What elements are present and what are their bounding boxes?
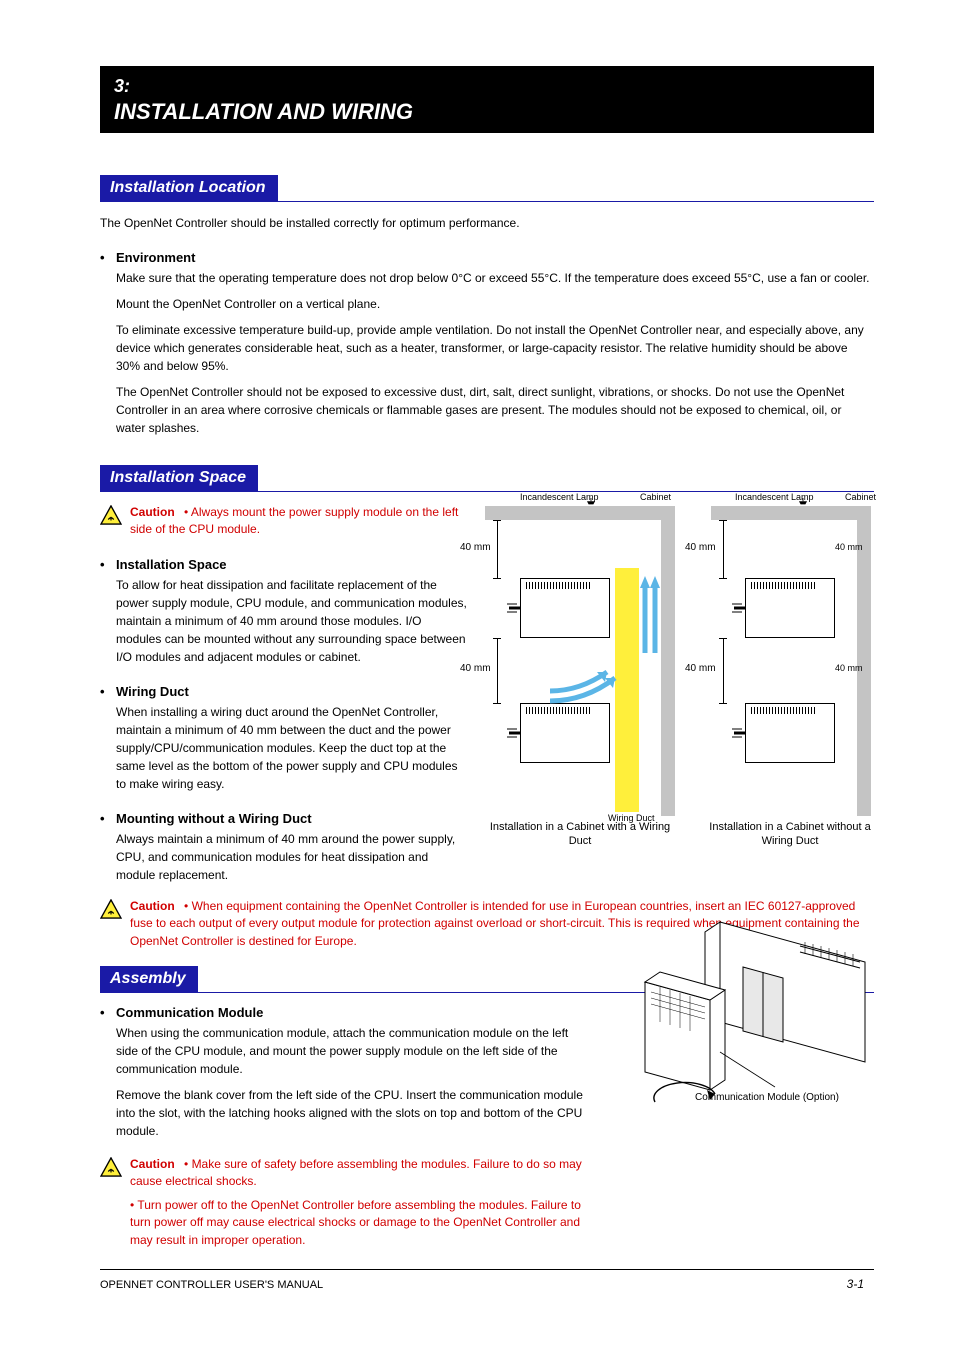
- bullet-icon: •: [100, 557, 116, 572]
- para: The OpenNet Controller should be install…: [100, 214, 874, 232]
- sub-heading-label: Communication Module: [116, 1005, 263, 1020]
- bullet-icon: •: [100, 1005, 116, 1020]
- sub-heading: • Mounting without a Wiring Duct: [100, 811, 470, 826]
- warning-icon: [100, 899, 122, 919]
- sub-heading: • Wiring Duct: [100, 684, 470, 699]
- section-header: Installation Space: [100, 465, 874, 492]
- bullet-icon: •: [100, 811, 116, 826]
- caution-label: Caution: [130, 1157, 175, 1171]
- divider: [100, 1269, 874, 1270]
- installation-space-diagram: 40 mm 40 mm 40 mm 40 mm 40 mm 40 mm Inst…: [485, 498, 885, 848]
- diagram-label: Communication Module (Option): [695, 1092, 875, 1103]
- section-title: Installation Space: [100, 465, 258, 491]
- left-column: • Communication Module When using the co…: [100, 1005, 590, 1140]
- para: The OpenNet Controller should not be exp…: [116, 383, 874, 437]
- diagram-label: Cabinet: [845, 492, 876, 502]
- caution-text: Caution • Make sure of safety before ass…: [130, 1156, 600, 1249]
- dim-label: 40 mm: [835, 542, 863, 552]
- diagram-label: Cabinet: [640, 492, 671, 502]
- para: Remove the blank cover from the left sid…: [116, 1086, 590, 1140]
- caution-label: Caution: [130, 505, 175, 519]
- chapter-title: INSTALLATION AND WIRING: [114, 99, 860, 125]
- sub-heading: • Installation Space: [100, 557, 470, 572]
- sub-heading-label: Environment: [116, 250, 195, 265]
- airflow-arrow-icon: [640, 568, 660, 658]
- bullet-icon: •: [100, 684, 116, 699]
- caution-body: Always mount the power supply module on …: [130, 505, 458, 536]
- left-column: • Installation Space To allow for heat d…: [100, 557, 470, 884]
- diagram-label: Wiring Duct: [608, 813, 655, 823]
- diagram-label: Incandescent Lamp: [520, 492, 599, 502]
- sub-heading-label: Mounting without a Wiring Duct: [116, 811, 312, 826]
- footer-right: 3-1: [847, 1277, 864, 1291]
- para: Mount the OpenNet Controller on a vertic…: [116, 295, 874, 313]
- caution-body: Turn power off to the OpenNet Controller…: [130, 1198, 581, 1247]
- caution-block: Caution • Always mount the power supply …: [100, 504, 470, 539]
- para: To allow for heat dissipation and facili…: [116, 576, 470, 666]
- para: To eliminate excessive temperature build…: [116, 321, 874, 375]
- chapter-header: 3: INSTALLATION AND WIRING: [100, 66, 874, 133]
- footer-left: OPENNET CONTROLLER USER'S MANUAL: [100, 1279, 323, 1291]
- diagram-label: Incandescent Lamp: [735, 492, 814, 502]
- chapter-number: 3:: [114, 76, 860, 97]
- caution-body: Make sure of safety before assembling th…: [130, 1157, 582, 1188]
- dim-label: 40 mm: [460, 663, 491, 674]
- diagram-caption: Installation in a Cabinet without a Wiri…: [695, 820, 885, 849]
- section-installation-location: Installation Location The OpenNet Contro…: [100, 175, 874, 437]
- section-title: Installation Location: [100, 175, 278, 201]
- dim-label: 40 mm: [835, 663, 863, 673]
- sub-heading: • Communication Module: [100, 1005, 590, 1020]
- warning-icon: [100, 1157, 122, 1177]
- assembly-diagram: Communication Module (Option): [625, 912, 870, 1117]
- warning-icon: [100, 505, 122, 525]
- caution-text: Caution • Always mount the power supply …: [130, 504, 470, 539]
- caution-block: Caution • Make sure of safety before ass…: [100, 1156, 874, 1249]
- dim-label: 40 mm: [685, 663, 716, 674]
- caution-label: Caution: [130, 899, 175, 913]
- sub-heading-label: Wiring Duct: [116, 684, 189, 699]
- airflow-arrow-icon: [545, 666, 625, 706]
- dim-label: 40 mm: [460, 542, 491, 553]
- para: When using the communication module, att…: [116, 1024, 590, 1078]
- sub-heading-label: Installation Space: [116, 557, 227, 572]
- para: Make sure that the operating temperature…: [116, 269, 874, 287]
- bullet-icon: •: [100, 250, 116, 265]
- para: When installing a wiring duct around the…: [116, 703, 470, 793]
- para: Always maintain a minimum of 40 mm aroun…: [116, 830, 470, 884]
- section-title: Assembly: [100, 966, 198, 992]
- section-header: Installation Location: [100, 175, 874, 202]
- diagram-caption: Installation in a Cabinet with a Wiring …: [485, 820, 675, 849]
- dim-label: 40 mm: [685, 542, 716, 553]
- sub-heading-environment: • Environment: [100, 250, 874, 265]
